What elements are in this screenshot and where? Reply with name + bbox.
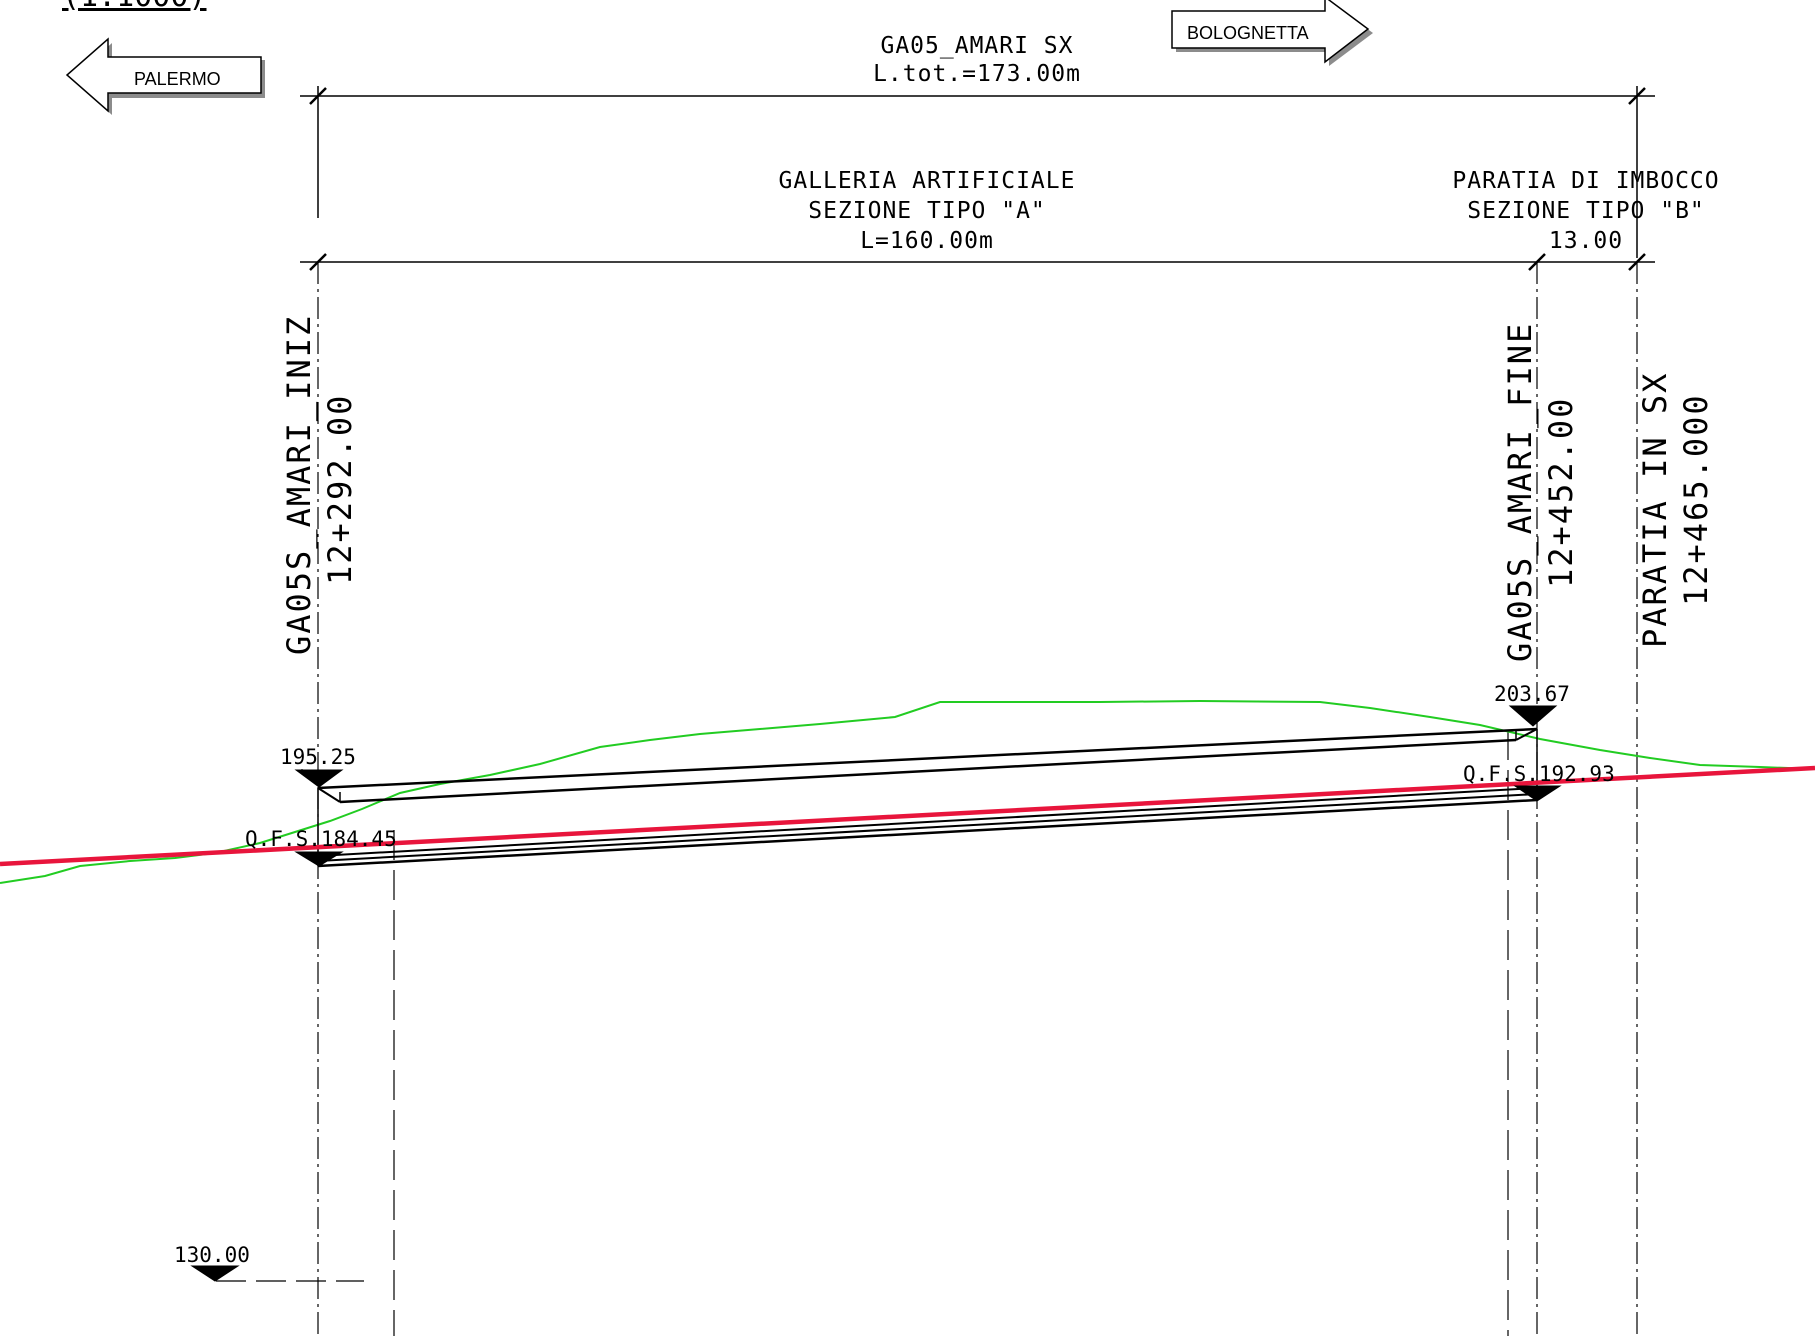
tunnel-roof	[317, 727, 1538, 790]
direction-arrow-palermo: PALERMO	[65, 37, 265, 115]
elevation-marker-reference	[190, 1265, 240, 1282]
elevation-marker-start-qfs	[294, 851, 344, 867]
direction-arrow-bolognetta: BOLOGNETTA	[1171, 0, 1373, 66]
section-a-length: L=160.00m	[860, 228, 994, 254]
elevation-reference: 130.00	[174, 1243, 250, 1267]
elevation-markers	[190, 705, 1562, 1282]
station-paratia-name: PARATIA IN SX	[1636, 372, 1674, 648]
total-length: L.tot.=173.00m	[873, 61, 1081, 87]
road-axis-line	[0, 765, 1815, 867]
elevation-end-top: 203.67	[1494, 682, 1570, 706]
station-end-chainage: 12+452.00	[1542, 397, 1580, 588]
elevation-marker-end-qfs	[1513, 785, 1562, 802]
section-b-name: PARATIA DI IMBOCCO	[1452, 168, 1719, 194]
station-end-name: GA05S_AMARI_FINE	[1501, 322, 1539, 662]
elevation-marker-start-top	[294, 769, 344, 788]
section-a-type: SEZIONE TIPO "A"	[808, 198, 1046, 224]
elevation-start-top: 195.25	[280, 745, 356, 769]
section-b-length: 13.00	[1549, 228, 1623, 254]
elevation-end-qfs: Q.F.S.192.93	[1463, 762, 1615, 786]
station-start-name: GA05S_AMARI_INIZ	[280, 315, 318, 655]
direction-label-palermo: PALERMO	[134, 69, 221, 89]
construction-lines	[216, 730, 1509, 1336]
section-b-type: SEZIONE TIPO "B"	[1467, 198, 1705, 224]
station-start-chainage: 12+292.00	[321, 394, 359, 585]
dimension-total-length	[300, 86, 1655, 258]
elevation-start-qfs: Q.F.S.184.45	[245, 827, 397, 851]
total-name: GA05_AMARI SX	[880, 33, 1073, 59]
tunnel-roof-inner	[339, 738, 1517, 804]
tunnel-invert-top	[317, 787, 1538, 857]
tunnel-invert-mid	[317, 793, 1538, 862]
dimension-partial-lengths	[300, 253, 1655, 271]
direction-label-bolognetta: BOLOGNETTA	[1187, 23, 1309, 43]
scale-label: (1:1000)	[62, 0, 207, 14]
terrain-profile	[0, 699, 1815, 884]
tunnel-invert-bottom	[317, 798, 1538, 868]
tunnel-structure	[317, 727, 1538, 868]
elevation-marker-end-top	[1508, 705, 1558, 727]
section-a-name: GALLERIA ARTIFICIALE	[779, 168, 1076, 194]
station-paratia-chainage: 12+465.000	[1677, 393, 1715, 606]
